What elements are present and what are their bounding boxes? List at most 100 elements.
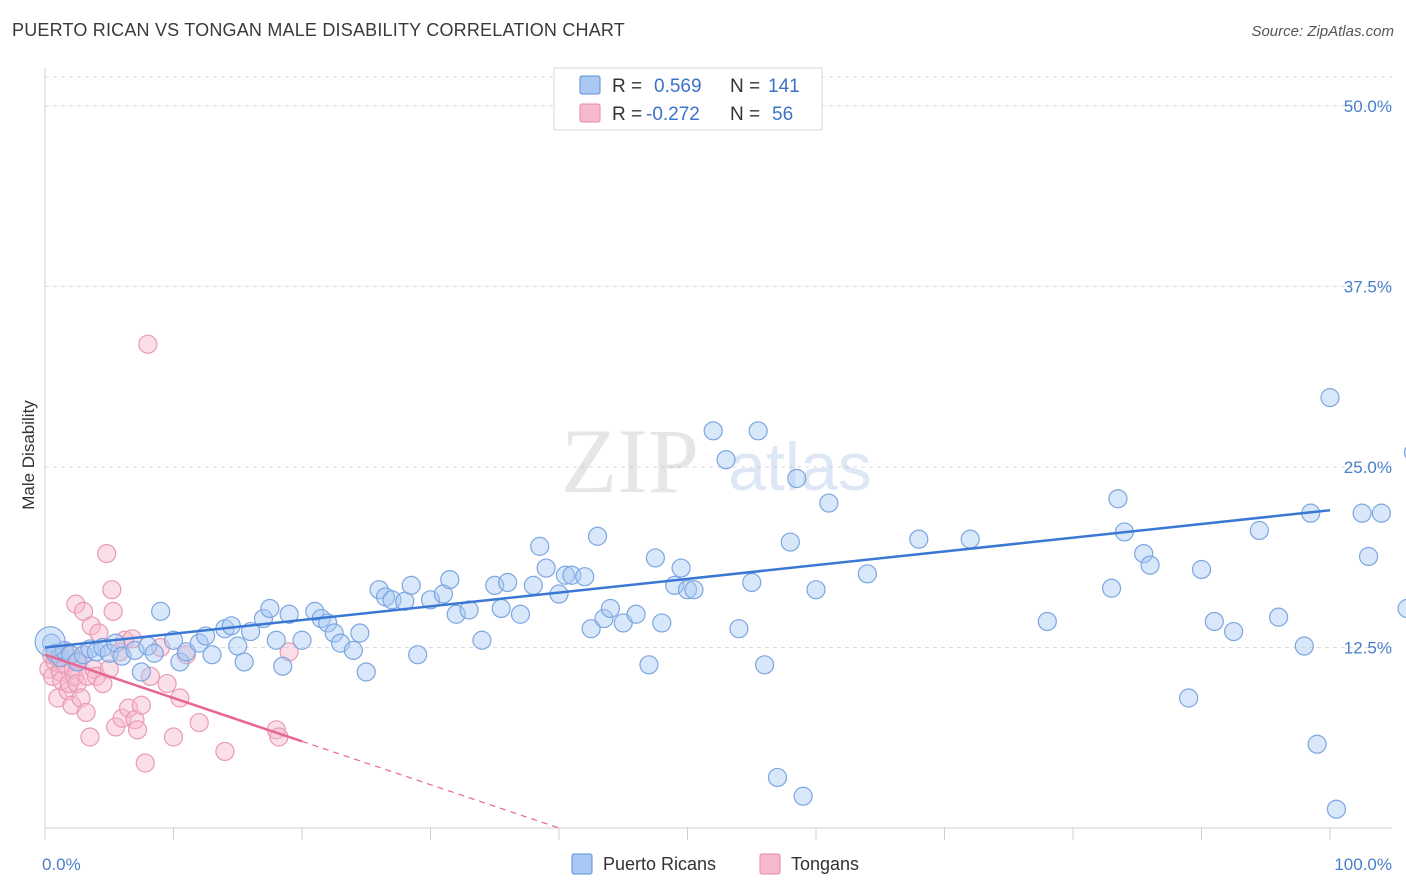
legend-r-label-1: R = xyxy=(612,76,642,97)
x-tick-label: 100.0% xyxy=(1334,855,1392,874)
tongan-point xyxy=(157,673,177,694)
puerto-rican-point xyxy=(1191,559,1212,580)
puerto-rican-point xyxy=(292,630,312,650)
watermark-zip: ZIP xyxy=(561,410,699,512)
tongan-point xyxy=(189,712,209,733)
tongans-trend-extension xyxy=(301,740,560,829)
puerto-rican-point xyxy=(684,580,704,600)
puerto-rican-point xyxy=(652,613,672,633)
puerto-rican-point xyxy=(909,529,929,549)
legend-swatch-puerto-ricans xyxy=(579,75,601,95)
puerto-rican-point xyxy=(1140,555,1160,575)
puerto-rican-point xyxy=(324,623,344,643)
puerto-rican-point xyxy=(472,630,492,650)
puerto-rican-point xyxy=(960,529,980,549)
watermark-atlas: atlas xyxy=(728,429,872,505)
puerto-rican-point xyxy=(369,580,389,600)
puerto-rican-point xyxy=(1204,611,1224,632)
puerto-rican-point xyxy=(806,580,826,600)
puerto-rican-point xyxy=(1294,636,1314,656)
puerto-rican-point xyxy=(144,643,164,663)
bottom-legend-label-tongans: Tongans xyxy=(791,854,859,874)
tick-labels: 12.5% 25.0% 37.5% 50.0% 0.0% 100.0% xyxy=(42,97,1392,874)
puerto-rican-point xyxy=(163,630,184,650)
bottom-legend-swatch-tongans xyxy=(759,853,781,875)
puerto-rican-point xyxy=(1101,578,1122,598)
tongan-point xyxy=(102,580,122,600)
puerto-rican-point xyxy=(645,548,665,568)
tongan-point xyxy=(52,671,72,691)
legend-n-label-2: N = xyxy=(730,104,760,125)
puerto-rican-point xyxy=(575,567,595,587)
tongans-points xyxy=(39,334,299,773)
trend-lines xyxy=(44,509,1331,829)
puerto-rican-point xyxy=(819,493,839,513)
puerto-rican-point xyxy=(350,623,370,643)
puerto-rican-point xyxy=(1320,388,1340,408)
puerto-rican-point xyxy=(151,601,171,621)
puerto-rican-point xyxy=(671,558,691,578)
puerto-rican-point xyxy=(587,526,608,546)
puerto-rican-point xyxy=(626,604,646,624)
puerto-rican-point xyxy=(131,662,151,682)
puerto-ricans-points xyxy=(34,388,1406,819)
puerto-rican-point xyxy=(356,662,376,682)
tongan-point xyxy=(127,720,148,740)
puerto-rican-point xyxy=(202,645,222,665)
puerto-rican-point xyxy=(459,600,479,620)
legend-n-value-2: 56 xyxy=(772,104,793,125)
puerto-rican-point xyxy=(729,619,749,639)
puerto-rican-point xyxy=(189,633,209,653)
puerto-rican-point xyxy=(273,656,293,676)
y-axis-title: Male Disability xyxy=(19,400,38,510)
puerto-rican-point xyxy=(1179,688,1199,708)
y-tick-label: 25.0% xyxy=(1344,458,1392,477)
puerto-rican-point xyxy=(343,640,363,660)
puerto-rican-point xyxy=(1371,503,1392,523)
puerto-rican-point xyxy=(767,767,788,788)
puerto-rican-point xyxy=(498,572,518,593)
y-tick-label: 12.5% xyxy=(1344,638,1392,657)
puerto-rican-point xyxy=(1307,734,1327,754)
puerto-rican-point xyxy=(523,575,543,595)
puerto-rican-point xyxy=(1037,611,1057,632)
x-tick-label: 0.0% xyxy=(42,855,81,874)
bottom-legend-label-puerto-ricans: Puerto Ricans xyxy=(603,854,716,874)
puerto-rican-point xyxy=(125,640,145,660)
puerto-rican-point xyxy=(266,630,286,650)
puerto-rican-point xyxy=(305,601,325,621)
puerto-rican-point xyxy=(1326,799,1347,819)
tongan-point xyxy=(97,543,117,564)
legend-n-label-1: N = xyxy=(730,76,760,97)
puerto-rican-point xyxy=(491,598,511,619)
y-tick-label: 37.5% xyxy=(1344,277,1392,296)
puerto-rican-point xyxy=(793,786,813,806)
legend-swatch-tongans xyxy=(579,103,601,123)
watermark: ZIP atlas xyxy=(561,410,872,512)
legend-r-value-2: -0.272 xyxy=(646,104,700,125)
legend-r-label-2: R = xyxy=(612,104,642,125)
tongan-point xyxy=(131,695,151,715)
tongan-point xyxy=(140,666,160,686)
puerto-rican-point xyxy=(1134,543,1154,564)
puerto-rican-point xyxy=(446,604,466,624)
tongans-trend-line xyxy=(44,653,303,743)
puerto-rican-point xyxy=(170,652,190,672)
puerto-rican-point xyxy=(677,580,698,600)
puerto-rican-point xyxy=(748,421,768,441)
puerto-rican-point xyxy=(234,652,254,672)
tongan-point xyxy=(135,753,155,773)
puerto-rican-point xyxy=(1352,503,1372,523)
puerto-rican-point xyxy=(408,645,428,665)
tongan-point xyxy=(80,727,100,747)
puerto-rican-point xyxy=(581,619,601,639)
puerto-rican-point xyxy=(742,572,762,593)
puerto-ricans-trend-line xyxy=(44,509,1331,649)
tongan-point xyxy=(76,702,96,723)
puerto-rican-point xyxy=(536,558,556,578)
puerto-rican-point xyxy=(716,450,736,470)
puerto-rican-point xyxy=(600,598,621,619)
puerto-rican-point xyxy=(1358,546,1379,567)
tongan-point xyxy=(163,727,184,747)
